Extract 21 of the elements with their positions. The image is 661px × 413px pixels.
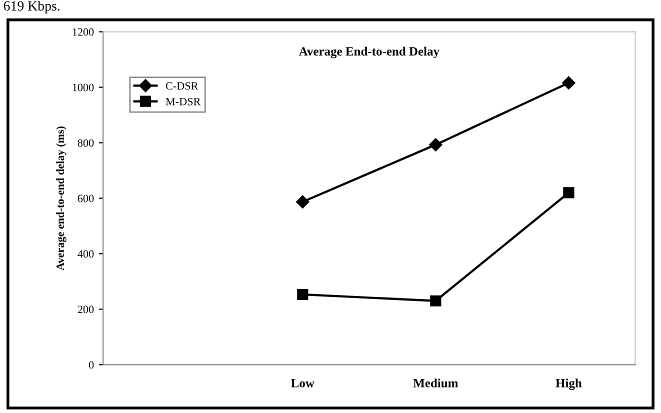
x-tick-label: Low <box>291 379 314 388</box>
y-tick-label: 800 <box>78 139 94 147</box>
point <box>429 138 442 152</box>
y-axis-title: Average end-to-end delay (ms) <box>56 126 66 270</box>
point <box>297 288 308 300</box>
y-tick-label: 1000 <box>72 84 94 92</box>
y-tick-label: 600 <box>78 194 94 202</box>
point <box>563 187 574 198</box>
legend-label: M-DSR <box>166 98 201 106</box>
legend-label: C-DSR <box>166 82 198 90</box>
y-tick-label: 0 <box>88 361 94 369</box>
y-tick-label: 400 <box>78 250 94 258</box>
point <box>562 76 576 90</box>
text: Average End-to-end Delay <box>298 46 440 58</box>
x-tick-label: Medium <box>413 378 458 388</box>
text: 619 Kbps. <box>4 0 60 14</box>
y-tick-label: 1200 <box>72 28 94 36</box>
y-tick-label: 200 <box>78 306 94 314</box>
point <box>296 195 310 208</box>
point <box>430 295 442 306</box>
x-tick-label: High <box>556 378 582 390</box>
